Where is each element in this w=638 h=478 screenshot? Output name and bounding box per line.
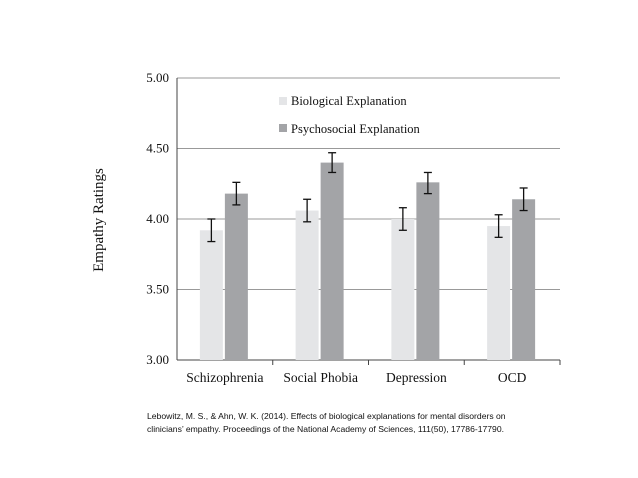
x-tick-label: OCD bbox=[498, 370, 527, 385]
bar-psychosocial-schizophrenia bbox=[224, 193, 248, 360]
y-tick-label: 3.50 bbox=[146, 282, 169, 297]
bar-biological-social-phobia bbox=[295, 210, 319, 360]
legend-swatch-psychosocial bbox=[279, 124, 287, 132]
y-axis-label: Empathy Ratings bbox=[91, 168, 107, 272]
y-tick-labels: 3.00 3.50 4.00 4.50 5.00 bbox=[146, 70, 169, 367]
x-tick-label: Schizophrenia bbox=[186, 370, 263, 385]
bar-psychosocial-social-phobia bbox=[320, 162, 344, 360]
legend-label-psychosocial: Psychosocial Explanation bbox=[291, 122, 421, 136]
x-tick-label: Depression bbox=[386, 370, 447, 385]
legend-label-biological: Biological Explanation bbox=[291, 94, 407, 108]
x-tick-label: Social Phobia bbox=[283, 370, 358, 385]
citation-line-1: Lebowitz, M. S., & Ahn, W. K. (2014). Ef… bbox=[147, 411, 506, 421]
y-tick-label: 3.00 bbox=[146, 352, 169, 367]
citation: Lebowitz, M. S., & Ahn, W. K. (2014). Ef… bbox=[147, 410, 567, 436]
y-tick-label: 5.00 bbox=[146, 70, 169, 85]
bar-biological-depression bbox=[391, 219, 415, 360]
citation-line-2: clinicians’ empathy. Proceedings of the … bbox=[147, 424, 505, 434]
y-tick-label: 4.00 bbox=[146, 211, 169, 226]
bar-psychosocial-depression bbox=[416, 182, 440, 360]
bar-psychosocial-ocd bbox=[512, 199, 536, 360]
legend-swatch-biological bbox=[279, 97, 287, 105]
error-bars bbox=[207, 152, 528, 243]
bar-biological-ocd bbox=[487, 226, 511, 360]
legend: Biological Explanation Psychosocial Expl… bbox=[279, 94, 421, 136]
y-tick-label: 4.50 bbox=[146, 141, 169, 156]
bars bbox=[199, 162, 536, 360]
bar-biological-schizophrenia bbox=[199, 230, 223, 360]
x-tick-labels: Schizophrenia Social Phobia Depression OCD bbox=[186, 370, 526, 385]
